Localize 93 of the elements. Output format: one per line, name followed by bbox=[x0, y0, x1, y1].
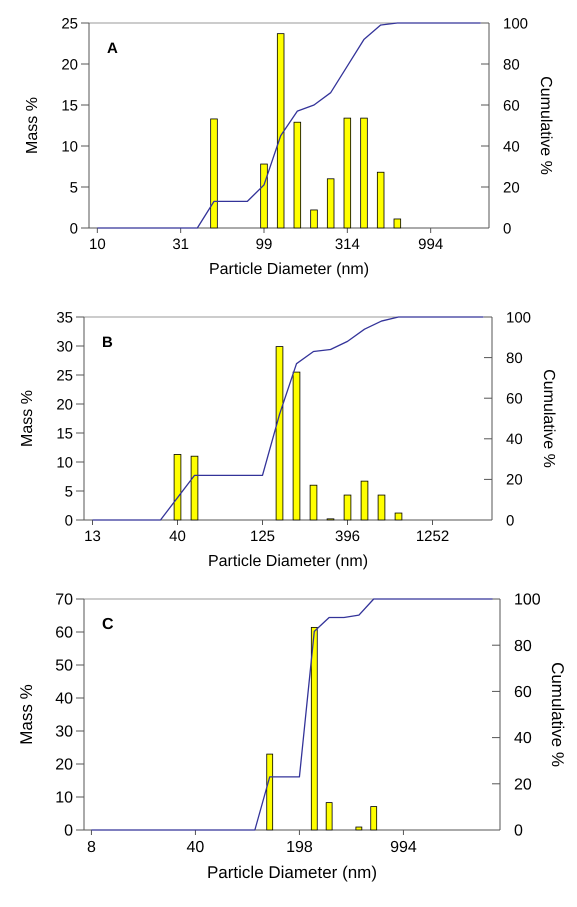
y2-axis-title: Cumulative % bbox=[540, 369, 557, 468]
bar bbox=[394, 218, 402, 228]
x-tick-label: 40 bbox=[169, 528, 186, 545]
bar bbox=[292, 372, 300, 520]
annotation: B bbox=[102, 334, 113, 351]
x-tick-label: 314 bbox=[334, 236, 360, 253]
bar bbox=[355, 826, 362, 830]
x-tick-label: 198 bbox=[286, 839, 313, 856]
y2-tick-label: 40 bbox=[503, 138, 520, 156]
x-tick-label: 125 bbox=[250, 528, 276, 545]
bar bbox=[294, 122, 302, 228]
bar bbox=[310, 626, 318, 830]
y2-tick-label: 80 bbox=[506, 350, 523, 367]
bar bbox=[260, 164, 268, 228]
y2-tick-label: 60 bbox=[506, 390, 523, 408]
bar bbox=[174, 454, 182, 520]
x-tick-label: 1252 bbox=[416, 528, 450, 545]
y2-tick-label: 20 bbox=[514, 776, 532, 794]
y-tick-label: 40 bbox=[55, 690, 74, 708]
bar bbox=[210, 118, 218, 228]
y-tick-label: 15 bbox=[56, 425, 73, 442]
y-tick-label: 0 bbox=[64, 512, 73, 530]
x-tick-label: 31 bbox=[172, 236, 190, 253]
y-axis-title: Mass % bbox=[24, 97, 41, 154]
bar bbox=[378, 494, 386, 520]
line-series bbox=[92, 316, 484, 521]
annotation: A bbox=[107, 40, 118, 57]
bar bbox=[370, 806, 378, 830]
bar bbox=[344, 118, 352, 228]
y-tick-label: 30 bbox=[55, 724, 74, 741]
x-tick-label: 10 bbox=[88, 236, 106, 253]
bar bbox=[326, 802, 333, 830]
bar bbox=[276, 33, 284, 228]
x-tick-label: 396 bbox=[334, 528, 360, 545]
y-tick-label: 60 bbox=[55, 624, 74, 642]
bar bbox=[344, 494, 352, 520]
y-tick-label: 20 bbox=[61, 56, 78, 74]
y2-tick-label: 80 bbox=[503, 56, 520, 74]
y2-tick-label: 0 bbox=[506, 512, 514, 530]
y2-axis-title: Cumulative % bbox=[537, 76, 554, 175]
y2-tick-label: 40 bbox=[506, 431, 523, 448]
y2-tick-label: 20 bbox=[503, 179, 520, 196]
bar bbox=[394, 512, 402, 520]
bar bbox=[360, 480, 368, 520]
line-series bbox=[96, 22, 482, 229]
y-axis-title: Mass % bbox=[19, 390, 36, 447]
y-tick-label: 15 bbox=[61, 97, 78, 114]
y-tick-label: 50 bbox=[55, 658, 74, 675]
y-tick-label: 30 bbox=[56, 338, 73, 356]
x-tick-label: 13 bbox=[84, 528, 101, 545]
x-axis-title: Particle Diameter (nm) bbox=[208, 261, 370, 278]
y-tick-label: 0 bbox=[70, 220, 78, 238]
y2-tick-label: 40 bbox=[514, 730, 532, 748]
bar bbox=[266, 754, 274, 830]
annotation: C bbox=[102, 616, 114, 633]
y-tick-label: 5 bbox=[70, 179, 78, 196]
y2-tick-label: 0 bbox=[503, 220, 512, 238]
y2-tick-label: 80 bbox=[514, 638, 532, 655]
y-tick-label: 35 bbox=[56, 309, 73, 326]
y2-tick-label: 60 bbox=[514, 684, 532, 701]
x-tick-label: 8 bbox=[86, 839, 96, 856]
y-tick-label: 10 bbox=[61, 138, 78, 156]
y-axis-title: Mass % bbox=[17, 684, 36, 745]
y-tick-label: 10 bbox=[56, 454, 73, 472]
bar bbox=[376, 172, 384, 228]
bar bbox=[310, 484, 318, 520]
bar bbox=[190, 456, 198, 520]
x-tick-label: 994 bbox=[390, 839, 417, 856]
bar bbox=[360, 118, 368, 228]
y2-tick-label: 0 bbox=[514, 822, 523, 840]
y2-tick-label: 100 bbox=[506, 309, 532, 326]
y2-tick-label: 60 bbox=[503, 97, 520, 114]
x-tick-label: 40 bbox=[186, 839, 204, 856]
bar bbox=[276, 346, 284, 520]
y2-tick-label: 100 bbox=[503, 15, 528, 32]
y-tick-label: 20 bbox=[55, 756, 74, 774]
line-series bbox=[90, 598, 494, 831]
x-axis-title: Particle Diameter (nm) bbox=[208, 553, 368, 570]
x-tick-label: 99 bbox=[256, 236, 272, 253]
y2-tick-label: 20 bbox=[506, 472, 523, 489]
y-tick-label: 10 bbox=[55, 790, 74, 807]
y2-axis-title: Cumulative % bbox=[548, 662, 567, 767]
y-tick-label: 5 bbox=[64, 483, 73, 500]
bar bbox=[310, 210, 318, 228]
bar bbox=[326, 178, 334, 228]
y-tick-label: 25 bbox=[61, 15, 78, 32]
y2-tick-label: 100 bbox=[514, 592, 541, 609]
y-tick-label: 70 bbox=[55, 592, 74, 609]
y-tick-label: 20 bbox=[56, 396, 73, 414]
x-tick-label: 994 bbox=[418, 236, 444, 253]
y-tick-label: 0 bbox=[64, 822, 74, 840]
x-axis-title: Particle Diameter (nm) bbox=[206, 863, 378, 882]
y-tick-label: 25 bbox=[56, 367, 73, 384]
